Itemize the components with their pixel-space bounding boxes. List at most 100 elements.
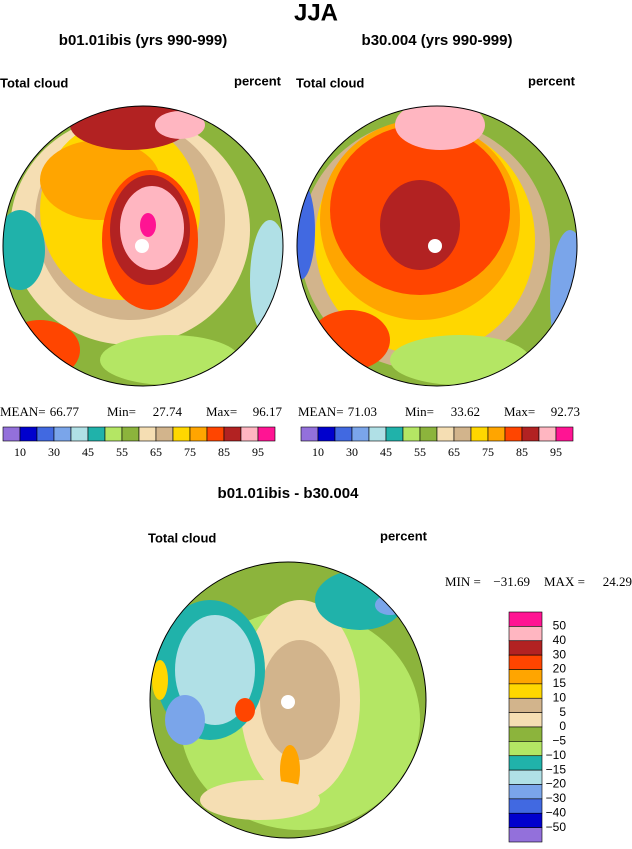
colorbar-box xyxy=(223,426,242,442)
stat-value: 66.77 xyxy=(50,404,80,419)
colorbar-box xyxy=(419,426,438,442)
stat-value: 96.17 xyxy=(253,404,283,419)
colorbar-box xyxy=(508,626,543,642)
colorbar-box xyxy=(2,426,21,442)
stat-value: 71.03 xyxy=(348,404,377,419)
pole xyxy=(428,239,442,253)
stat-value: 27.74 xyxy=(153,404,183,419)
stat-label: Max= xyxy=(504,404,535,419)
colorbar-box xyxy=(53,426,72,442)
colorbar-box xyxy=(436,426,455,442)
colorbar-box xyxy=(508,755,543,771)
stat-label: MIN = xyxy=(445,574,481,589)
map-border xyxy=(2,105,284,387)
colorbar-label: 75 xyxy=(184,445,196,459)
field-label: Total cloud xyxy=(148,530,216,545)
stat-value: 92.73 xyxy=(551,404,580,419)
colorbar-label: 20 xyxy=(553,662,567,676)
colorbar-label: 30 xyxy=(553,647,567,661)
stat-value: −31.69 xyxy=(493,574,530,589)
map-border xyxy=(296,105,578,387)
colorbar-label: −40 xyxy=(546,805,567,819)
colorbar-box xyxy=(334,426,353,442)
colorbar-box xyxy=(487,426,506,442)
colorbar-box xyxy=(508,769,543,785)
colorbar-box xyxy=(317,426,336,442)
pole xyxy=(281,695,295,709)
colorbar-box xyxy=(121,426,140,442)
pole xyxy=(135,239,149,253)
colorbar-box xyxy=(508,654,543,670)
figure-title: JJA xyxy=(294,0,338,26)
colorbar-box xyxy=(402,426,421,442)
colorbar-box xyxy=(206,426,225,442)
colorbar-box xyxy=(19,426,38,442)
colorbar-box xyxy=(508,827,543,843)
colorbar-box xyxy=(257,426,276,442)
colorbar-label: 15 xyxy=(553,676,567,690)
colorbar-label: 45 xyxy=(380,445,392,459)
colorbar-label: −5 xyxy=(552,734,566,748)
colorbar-box xyxy=(351,426,370,442)
colorbar-box xyxy=(385,426,404,442)
colorbar-box xyxy=(368,426,387,442)
stats: MIN = −31.69 MAX = 24.29 xyxy=(445,574,632,589)
units-label: percent xyxy=(380,528,428,543)
colorbar-label: 65 xyxy=(448,445,460,459)
colorbar-box xyxy=(508,611,543,627)
colorbar-label: 55 xyxy=(116,445,128,459)
colorbar-box xyxy=(104,426,123,442)
colorbar-box xyxy=(555,426,574,442)
field-label: Total cloud xyxy=(296,75,364,90)
colorbar-label: 30 xyxy=(48,445,60,459)
panel-title: b01.01ibis - b30.004 xyxy=(218,485,360,502)
panel-title: b30.004 (yrs 990-999) xyxy=(362,32,513,49)
colorbar-box xyxy=(504,426,523,442)
colorbar-label: 10 xyxy=(553,690,567,704)
colorbar-label: −50 xyxy=(546,820,567,834)
colorbar-box xyxy=(138,426,157,442)
colorbar: 10 30 45 55 65 75 85 95 xyxy=(2,426,276,459)
colorbar: 10 30 45 55 65 75 85 95 xyxy=(300,426,574,459)
colorbar-label: 95 xyxy=(550,445,562,459)
stats: MEAN= 66.77 Min= 27.74 Max= 96.17 xyxy=(0,404,283,419)
colorbar-box xyxy=(155,426,174,442)
colorbar-box xyxy=(508,812,543,828)
stat-label: MEAN= xyxy=(298,404,344,419)
colorbar-label: −15 xyxy=(546,762,567,776)
colorbar-box xyxy=(172,426,191,442)
colorbar-box xyxy=(508,640,543,656)
stat-value: 33.62 xyxy=(451,404,480,419)
colorbar-label: −20 xyxy=(546,777,567,791)
stat-value: 24.29 xyxy=(603,574,632,589)
stat-label: Min= xyxy=(405,404,434,419)
colorbar-box xyxy=(521,426,540,442)
colorbar-box xyxy=(508,726,543,742)
colorbar-box xyxy=(508,712,543,728)
colorbar-box xyxy=(538,426,557,442)
colorbar-label: 10 xyxy=(14,445,26,459)
colorbar-box xyxy=(70,426,89,442)
colorbar-label: 5 xyxy=(559,705,566,719)
map-border xyxy=(149,561,427,839)
colorbar-label: 10 xyxy=(312,445,324,459)
colorbar-box xyxy=(508,741,543,757)
colorbar-box xyxy=(189,426,208,442)
colorbar-label: 85 xyxy=(516,445,528,459)
colorbar-label: 50 xyxy=(553,619,567,633)
colorbar-label: 45 xyxy=(82,445,94,459)
panel-title: b01.01ibis (yrs 990-999) xyxy=(59,32,227,49)
colorbar-label: 30 xyxy=(346,445,358,459)
colorbar-box xyxy=(240,426,259,442)
colorbar-box xyxy=(508,784,543,800)
stat-label: Max= xyxy=(206,404,237,419)
colorbar-label: −10 xyxy=(546,748,567,762)
stats: MEAN= 71.03 Min= 33.62 Max= 92.73 xyxy=(298,404,580,419)
stat-label: MAX = xyxy=(544,574,585,589)
units-label: percent xyxy=(234,73,282,88)
stat-label: Min= xyxy=(107,404,136,419)
units-label: percent xyxy=(528,73,576,88)
